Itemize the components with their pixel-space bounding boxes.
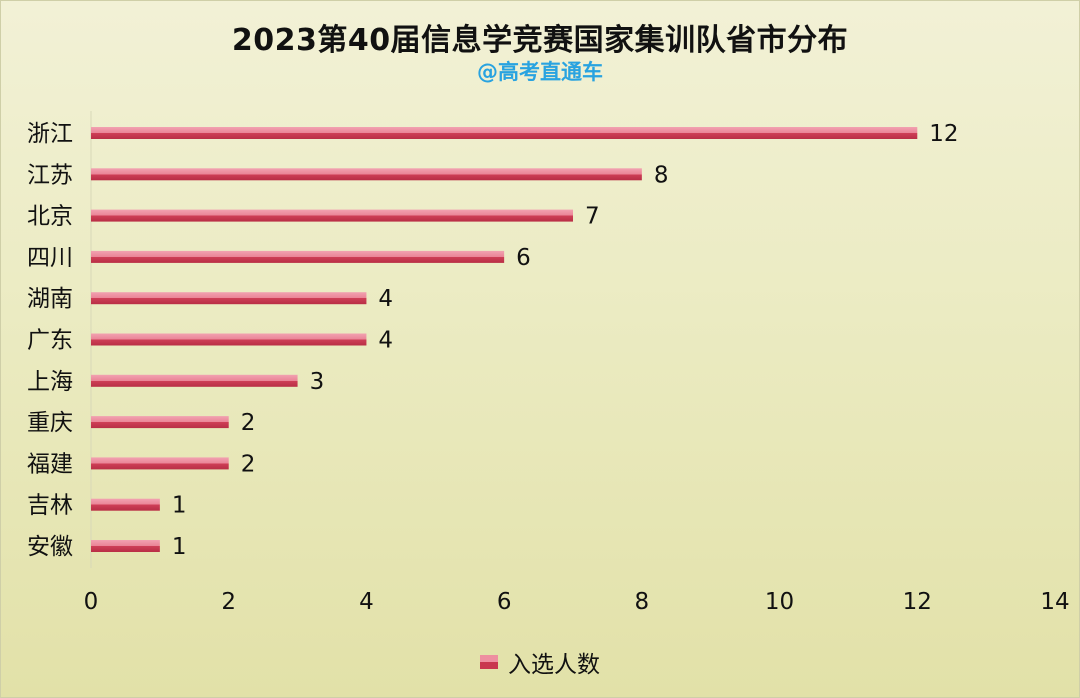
category-label: 湖南 [27,286,73,312]
category-label: 安徽 [27,534,73,560]
category-label: 浙江 [27,121,73,147]
category-label: 江苏 [27,162,73,188]
bar [91,168,642,181]
x-tick-label: 0 [84,589,99,615]
category-label: 北京 [27,204,73,230]
data-label: 2 [241,410,256,436]
category-label: 上海 [27,369,73,395]
data-label: 2 [241,451,256,477]
bar [91,292,367,305]
x-tick-label: 2 [221,589,236,615]
x-tick-label: 10 [765,589,794,615]
data-label: 7 [585,204,600,230]
chart-subtitle: @高考直通车 [477,60,603,84]
legend-swatch [480,655,498,669]
bar [91,374,298,387]
bar [91,498,160,511]
data-label: 8 [654,162,669,188]
legend: 入选人数 [1,645,1079,679]
bar [91,127,918,139]
data-label: 1 [172,534,187,560]
data-label: 1 [172,493,187,519]
category-label: 四川 [27,245,73,271]
category-label: 重庆 [27,410,73,436]
category-label: 广东 [27,328,73,354]
category-label: 吉林 [27,493,73,519]
bar [91,250,505,263]
bar [91,416,229,429]
x-tick-label: 8 [635,589,650,615]
data-label: 3 [310,369,325,395]
data-label: 6 [516,245,531,271]
legend-label: 入选人数 [508,652,600,678]
bar [91,209,573,222]
x-tick-label: 6 [497,589,512,615]
x-tick-label: 12 [903,589,932,615]
data-label: 4 [378,286,393,312]
data-label: 4 [378,328,393,354]
bar [91,333,367,346]
category-label: 福建 [27,451,73,477]
chart-title: 2023第40届信息学竞赛国家集训队省市分布 [231,23,849,58]
data-label: 12 [929,121,958,147]
bar [91,457,229,470]
x-tick-label: 4 [359,589,374,615]
x-tick-label: 14 [1040,589,1069,615]
bar [91,540,160,552]
